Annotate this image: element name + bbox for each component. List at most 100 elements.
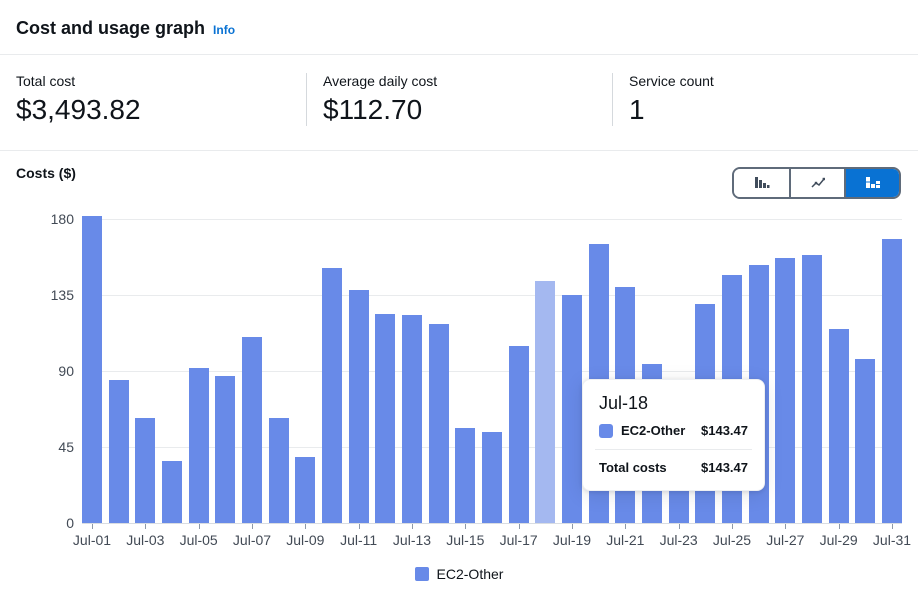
x-tick-label: Jul-19: [552, 532, 592, 548]
x-tick-label: Jul-01: [72, 532, 112, 548]
bar-jul-12[interactable]: [375, 313, 396, 523]
x-tick: [892, 524, 893, 529]
stat-value: 1: [629, 94, 645, 125]
x-tick: [198, 524, 200, 529]
x-tick-label: Jul-11: [340, 532, 378, 548]
bar-jul-02[interactable]: [108, 379, 129, 523]
tooltip-total-value: $143.47: [701, 460, 748, 475]
tooltip-total-row: Total costs $143.47: [599, 460, 748, 476]
x-tick-label: Jul-13: [392, 532, 432, 548]
stat-label: Average daily cost: [323, 73, 438, 89]
bar-jul-29[interactable]: [828, 328, 849, 523]
bar-jul-16[interactable]: [482, 431, 502, 523]
series-swatch: [599, 424, 613, 438]
bar-jul-14[interactable]: [428, 323, 449, 523]
x-tick: [465, 524, 467, 529]
bar-jul-19[interactable]: [562, 295, 582, 523]
x-tick-label: Jul-15: [446, 532, 485, 548]
bar-jul-18[interactable]: [535, 280, 556, 523]
x-tick-label: Jul-05: [179, 532, 218, 548]
line-chart-icon: [810, 177, 825, 188]
y-tick-label: 180: [50, 211, 74, 228]
x-tick-label: Jul-09: [286, 532, 325, 548]
x-tick: [412, 524, 413, 529]
bar-jul-03[interactable]: [135, 418, 156, 523]
bar-jul-11[interactable]: [348, 290, 369, 523]
stat-average-daily-cost: Average daily cost $112.70: [306, 73, 612, 126]
x-tick: [518, 524, 520, 529]
cost-chart: Costs ($): [0, 151, 918, 604]
bar-jul-15[interactable]: [455, 428, 476, 523]
y-tick-label: 45: [58, 439, 74, 456]
x-axis-line: [82, 523, 902, 524]
x-tick-label: Jul-07: [232, 532, 272, 548]
tooltip-series-row: EC2-Other $143.47: [599, 423, 748, 439]
stat-total-cost: Total cost $3,493.82: [0, 73, 306, 126]
tooltip-title: Jul-18: [599, 393, 649, 413]
bar-jul-10[interactable]: [322, 268, 342, 523]
x-tick: [358, 524, 360, 529]
info-link[interactable]: Info: [213, 23, 236, 37]
stat-value: $112.70: [323, 94, 423, 125]
bar-jul-04[interactable]: [162, 460, 182, 523]
chart-type-toggle: [732, 167, 901, 199]
chart-type-stacked-bar-button[interactable]: [844, 169, 899, 197]
stat-service-count: Service count 1: [612, 73, 918, 126]
tooltip-total-label: Total costs: [599, 460, 667, 475]
y-tick-label: 90: [58, 363, 74, 380]
stat-value: $3,493.82: [16, 94, 141, 125]
stat-label: Service count: [629, 73, 714, 89]
chart-type-bar-button[interactable]: [734, 169, 789, 197]
legend-swatch: [414, 567, 429, 581]
summary-stats: Total cost $3,493.82 Average daily cost …: [0, 55, 918, 151]
bar-jul-08[interactable]: [268, 418, 289, 523]
x-tick: [785, 524, 787, 529]
bar-jul-30[interactable]: [855, 359, 876, 523]
x-tick-label: Jul-29: [819, 532, 858, 548]
bar-jul-17[interactable]: [508, 345, 529, 523]
chart-tooltip: Jul-18 EC2-Other $143.47 Total costs $14…: [582, 379, 765, 491]
chart-type-line-button[interactable]: [789, 169, 844, 197]
bar-jul-01[interactable]: [82, 215, 102, 523]
x-tick: [572, 524, 573, 529]
bar-jul-28[interactable]: [802, 254, 822, 523]
x-tick-label: Jul-17: [499, 532, 538, 548]
x-tick: [145, 524, 147, 529]
bar-jul-06[interactable]: [215, 376, 236, 523]
gridline-135: [82, 295, 902, 297]
x-tick: [678, 524, 680, 529]
stat-label: Total cost: [16, 73, 76, 89]
x-tick: [305, 524, 307, 529]
bar-jul-13[interactable]: [402, 315, 422, 523]
x-tick: [92, 524, 93, 529]
bar-jul-05[interactable]: [188, 367, 209, 523]
x-tick: [838, 524, 840, 529]
bar-chart-icon: [754, 177, 769, 188]
bar-jul-27[interactable]: [775, 257, 796, 523]
bar-jul-07[interactable]: [242, 337, 262, 523]
x-tick-label: Jul-21: [606, 532, 645, 548]
tooltip-divider: [595, 449, 752, 450]
gridline-90: [82, 371, 902, 373]
legend-label: EC2-Other: [436, 566, 504, 582]
page-title: Cost and usage graph: [16, 18, 206, 38]
x-tick-label: Jul-27: [766, 532, 805, 548]
panel-header: Cost and usage graph Info: [0, 0, 918, 55]
bar-jul-09[interactable]: [295, 457, 316, 523]
chart-legend[interactable]: EC2-Other: [0, 566, 918, 582]
x-tick-label: Jul-03: [126, 532, 165, 548]
x-tick: [252, 524, 253, 529]
x-tick: [625, 524, 627, 529]
x-tick-label: Jul-23: [659, 532, 698, 548]
y-tick-label: 135: [50, 287, 74, 304]
y-axis-title: Costs ($): [16, 165, 76, 181]
x-tick-label: Jul-31: [872, 532, 912, 548]
plot-area: 180 135 90 45 0 Jul-01 Jul-03 Jul-05 Jul-07 Jul-0…: [0, 151, 918, 604]
x-tick-label: Jul-25: [712, 532, 752, 548]
tooltip-series-label: EC2-Other: [621, 423, 686, 438]
bar-jul-31[interactable]: [882, 239, 902, 523]
tooltip-series-value: $143.47: [701, 423, 748, 438]
gridline-180: [82, 219, 902, 221]
y-tick-label: 0: [66, 515, 74, 531]
stacked-bar-chart-icon: [865, 177, 880, 188]
